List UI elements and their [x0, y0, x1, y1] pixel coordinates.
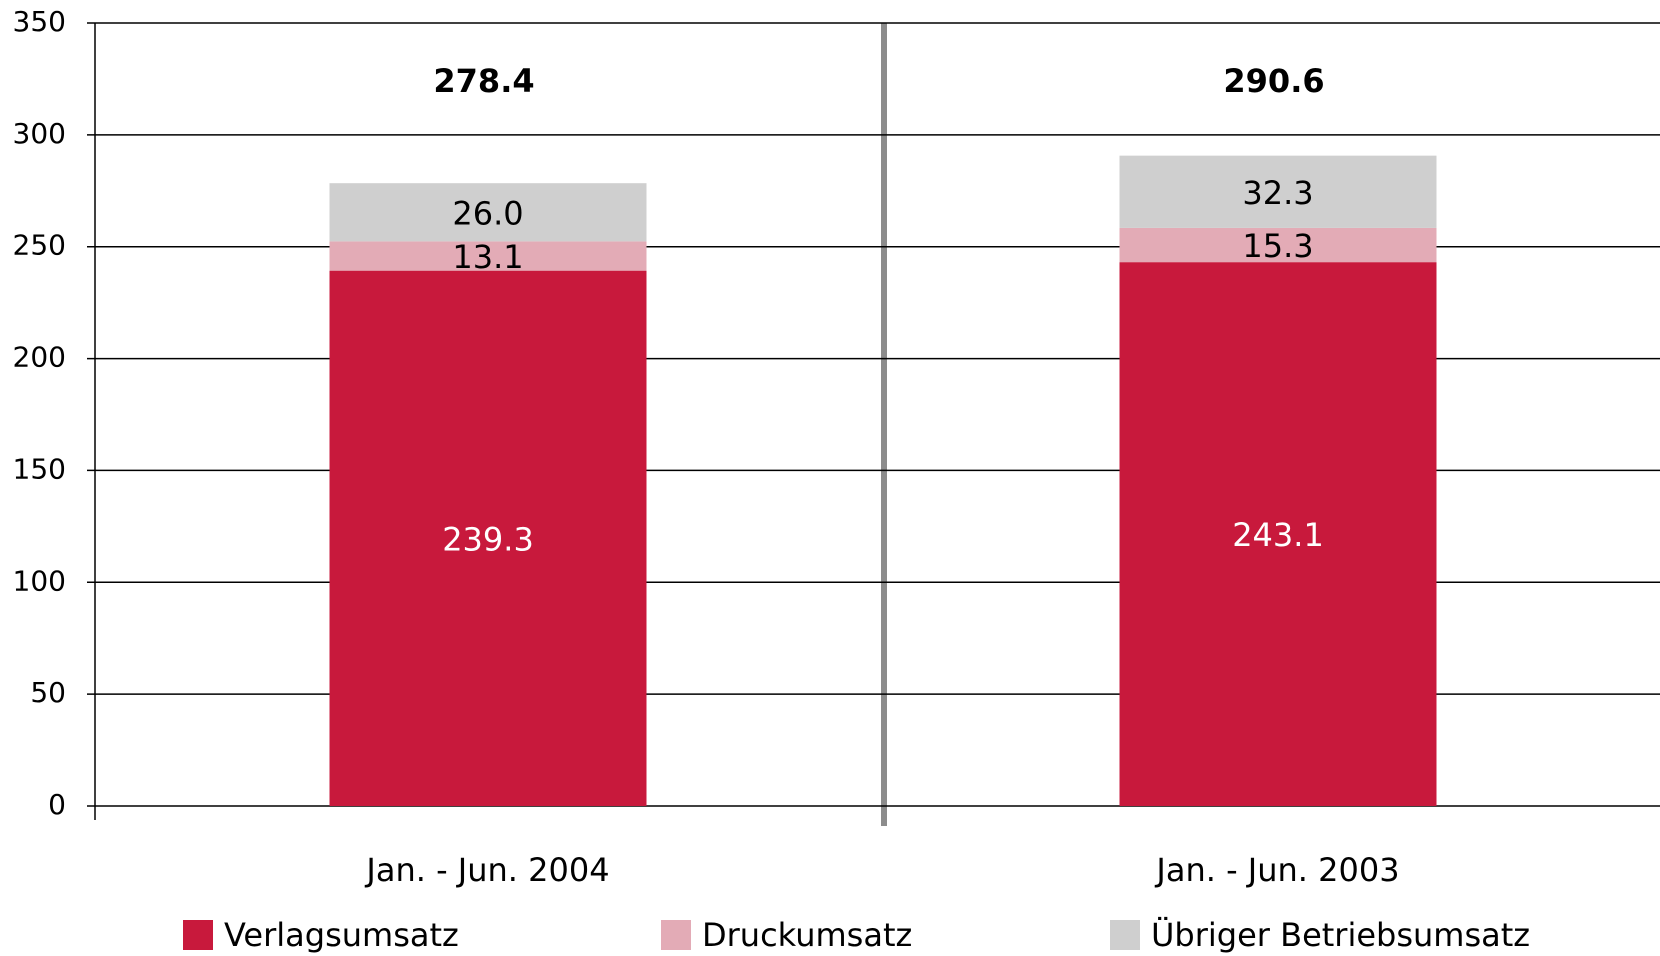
legend-swatch — [183, 920, 213, 950]
bar-segment — [1119, 155, 1437, 228]
y-tick-label: 300 — [13, 117, 66, 150]
data-label: 239.3 — [442, 520, 534, 558]
data-label: 13.1 — [452, 238, 523, 276]
y-tick-label: 250 — [13, 229, 66, 262]
total-label: 290.6 — [1223, 62, 1324, 100]
total-label: 278.4 — [433, 62, 534, 100]
bar-segment — [329, 270, 647, 806]
data-label: 15.3 — [1242, 227, 1313, 265]
legend-label: Verlagsumsatz — [224, 916, 459, 954]
legend-swatch — [1110, 920, 1140, 950]
bar-segment — [329, 241, 647, 271]
y-tick-label: 0 — [48, 788, 66, 821]
legend-label: Übriger Betriebsumsatz — [1151, 916, 1530, 954]
x-tick-label: Jan. - Jun. 2003 — [1154, 851, 1399, 889]
data-label: 32.3 — [1242, 174, 1313, 212]
data-label: 243.1 — [1232, 516, 1324, 554]
legend-label: Druckumsatz — [702, 916, 912, 954]
bar-segment — [329, 183, 647, 242]
legend-swatch — [661, 920, 691, 950]
y-tick-label: 200 — [13, 341, 66, 374]
bar-segment — [1119, 262, 1437, 806]
x-tick-label: Jan. - Jun. 2004 — [364, 851, 609, 889]
y-tick-label: 150 — [13, 452, 66, 485]
y-tick-label: 350 — [13, 5, 66, 38]
y-tick-label: 100 — [13, 564, 66, 597]
y-tick-label: 50 — [30, 676, 66, 709]
data-label: 26.0 — [452, 194, 523, 232]
bar-segment — [1119, 227, 1437, 263]
